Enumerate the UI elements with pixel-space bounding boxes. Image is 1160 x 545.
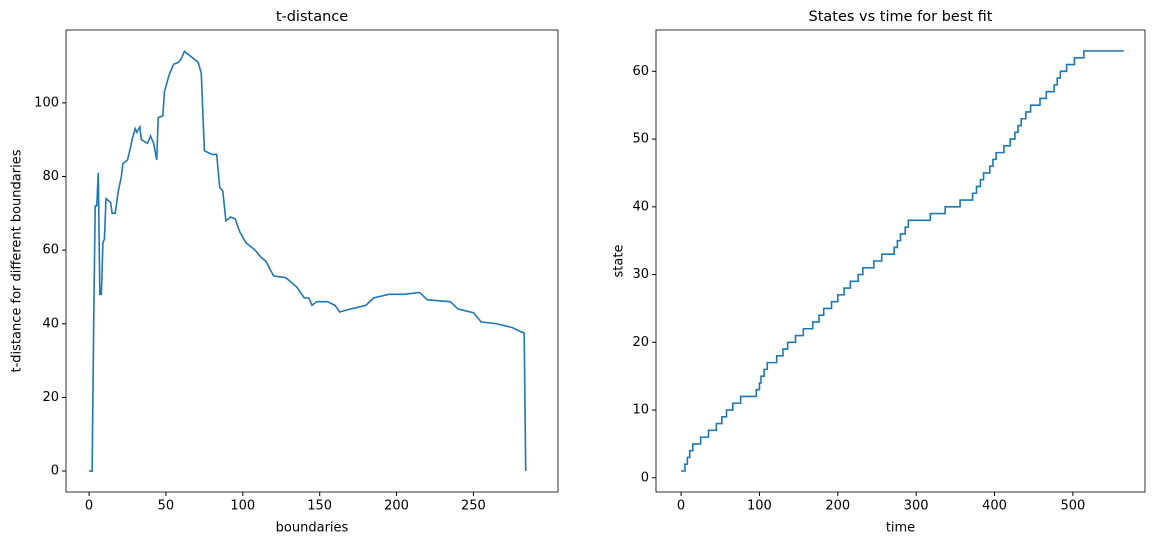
x-tick-label: 0 bbox=[85, 499, 93, 514]
x-axis-label: time bbox=[886, 521, 915, 536]
x-tick-label: 200 bbox=[825, 499, 850, 514]
y-tick-label: 60 bbox=[632, 64, 649, 79]
y-tick-label: 80 bbox=[42, 169, 59, 184]
axes-frame bbox=[65, 29, 559, 493]
data-line bbox=[89, 50, 527, 472]
y-tick-label: 40 bbox=[42, 316, 59, 331]
y-axis-label: state bbox=[612, 245, 627, 278]
x-tick-label: 300 bbox=[904, 499, 929, 514]
y-tick-label: 40 bbox=[632, 199, 649, 214]
y-tick-label: 0 bbox=[641, 470, 649, 485]
x-tick-label: 250 bbox=[461, 499, 486, 514]
y-tick-label: 100 bbox=[34, 95, 59, 110]
y-tick-label: 10 bbox=[632, 403, 649, 418]
x-tick-label: 50 bbox=[158, 499, 175, 514]
y-tick-label: 30 bbox=[632, 267, 649, 282]
data-line bbox=[681, 50, 1124, 472]
y-tick-label: 20 bbox=[42, 390, 59, 405]
x-tick-label: 500 bbox=[1060, 499, 1085, 514]
x-tick-label: 0 bbox=[677, 499, 685, 514]
chart-title: States vs time for best fit bbox=[809, 9, 993, 25]
axes-frame bbox=[655, 29, 1146, 493]
x-tick-label: 100 bbox=[747, 499, 772, 514]
y-tick-label: 60 bbox=[42, 243, 59, 258]
x-tick-label: 100 bbox=[230, 499, 255, 514]
x-tick-label: 200 bbox=[384, 499, 409, 514]
chart-title: t-distance bbox=[276, 9, 348, 25]
x-tick-label: 400 bbox=[982, 499, 1007, 514]
y-tick-label: 0 bbox=[51, 464, 59, 479]
x-tick-label: 150 bbox=[307, 499, 332, 514]
y-tick-label: 50 bbox=[632, 132, 649, 147]
y-tick-label: 20 bbox=[632, 335, 649, 350]
x-axis-label: boundaries bbox=[276, 521, 349, 536]
y-axis-label: t-distance for different boundaries bbox=[10, 149, 25, 372]
